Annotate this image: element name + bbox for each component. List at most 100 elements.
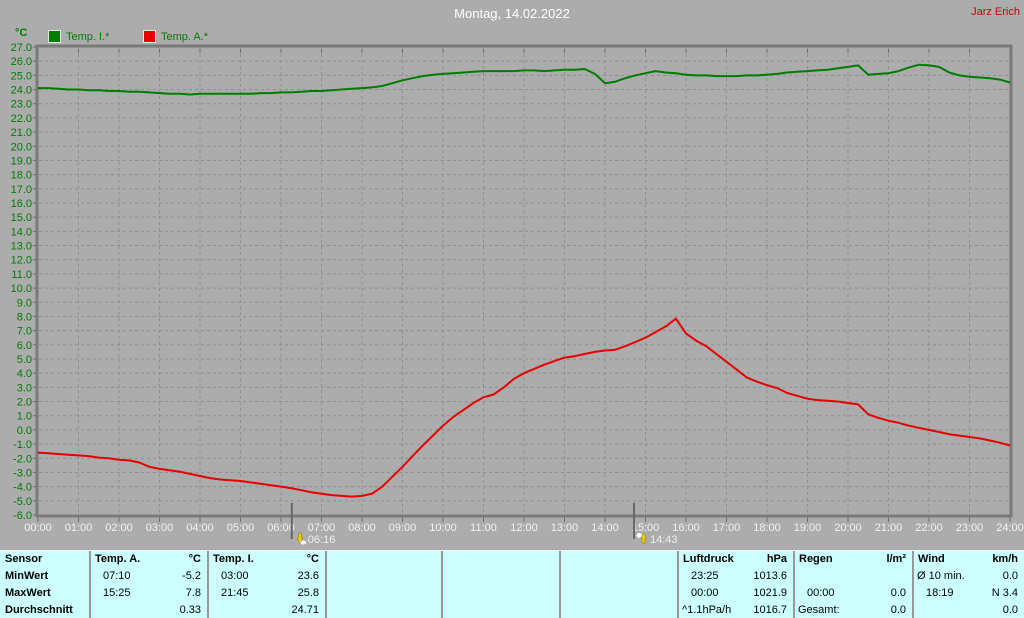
temperature-line-chart: -6.0 -5.0 -4.0 -3.0 -2.0 -1.0 0.0 1.0 2.0 3.0 4.0 5… [11, 42, 1024, 546]
y-tick-label: 8.0 [17, 311, 32, 323]
y-tick-label: -1.0 [13, 439, 32, 451]
y-tick-label: 15.0 [11, 212, 32, 224]
stat-cell-time: Ø 10 min. [917, 570, 965, 582]
x-tick-label: 02:00 [105, 522, 133, 534]
chart-grid [39, 48, 1009, 514]
x-tick-label: 15:00 [632, 522, 660, 534]
legend-item-temp-a: Temp. A.* [143, 30, 208, 43]
x-tick-label: 14:00 [591, 522, 619, 534]
y-tick-label: 4.0 [17, 368, 32, 380]
stat-column-unit: °C [188, 553, 201, 565]
table-column-divider [207, 551, 209, 618]
legend-label-temp-i: Temp. I.* [66, 30, 110, 43]
x-tick-label: 22:00 [915, 522, 943, 534]
x-tick-label: 09:00 [389, 522, 417, 534]
owner-name: Jarz Erich [971, 6, 1020, 18]
stat-cell-time: 15:25 [103, 587, 131, 599]
x-tick-label: 24:00 [996, 522, 1024, 534]
y-tick-label: 19.0 [11, 155, 32, 167]
x-tick-label: 00:00 [24, 522, 52, 534]
y-tick-label: 14.0 [11, 226, 32, 238]
y-tick-label: 12.0 [11, 255, 32, 267]
sunset-marker-icon [636, 532, 647, 544]
y-tick-label: 11.0 [11, 269, 32, 281]
x-tick-label: 01:00 [65, 522, 93, 534]
stat-cell-time: 18:19 [926, 587, 954, 599]
x-tick-label: 17:00 [713, 522, 741, 534]
y-tick-label: 17.0 [11, 184, 32, 196]
table-column-divider [912, 551, 914, 618]
stat-cell-value: 0.33 [179, 604, 201, 616]
y-tick-label: -5.0 [13, 496, 32, 508]
stat-cell-value: 23.6 [297, 570, 319, 582]
x-tick-label: 10:00 [429, 522, 457, 534]
y-tick-label: 20.0 [11, 141, 32, 153]
y-tick-label: 26.0 [11, 56, 32, 68]
sun-time-marker: 06:16 [290, 503, 336, 546]
y-axis-labels: -6.0 -5.0 -4.0 -3.0 -2.0 -1.0 0.0 1.0 2.0 3.0 4.0 5… [11, 42, 32, 522]
x-axis-labels: 00:00 01:00 02:00 03:00 04:00 05:00 06:00 07:00… [24, 522, 1024, 534]
y-tick-label: 27.0 [11, 42, 32, 54]
y-tick-label: 10.0 [11, 283, 32, 295]
table-column-divider [793, 551, 795, 618]
y-tick-label: -2.0 [13, 453, 32, 465]
x-tick-label: 08:00 [348, 522, 376, 534]
y-tick-label: 16.0 [11, 198, 32, 210]
stat-cell-time: ^1.1hPa/h [682, 604, 732, 616]
stat-cell-time: 07:10 [103, 570, 131, 582]
stat-cell-value: 0.0 [890, 587, 906, 599]
stat-column-header: Luftdruck [683, 553, 734, 565]
stat-row-label: Durchschnitt [5, 604, 73, 616]
stat-column-header: Temp. A. [95, 553, 141, 565]
stat-cell-time: 00:00 [691, 587, 719, 599]
stat-cell-value: N 3.4 [991, 587, 1018, 599]
axis-ticks [33, 46, 1011, 522]
sun-time-label: 06:16 [308, 534, 336, 546]
stat-cell-value: 25.8 [297, 587, 319, 599]
x-tick-label: 18:00 [753, 522, 781, 534]
y-tick-label: 7.0 [17, 326, 32, 338]
stat-cell-time: 23:25 [691, 570, 719, 582]
x-tick-label: 06:00 [267, 522, 295, 534]
stat-column-header: Temp. I. [213, 553, 254, 565]
x-tick-label: 13:00 [551, 522, 579, 534]
y-axis-unit-label: °C [15, 27, 28, 39]
table-column-divider [89, 551, 91, 618]
y-tick-label: 6.0 [17, 340, 32, 352]
stat-cell-time: 21:45 [221, 587, 249, 599]
y-tick-label: 3.0 [17, 382, 32, 394]
y-tick-label: -4.0 [13, 482, 32, 494]
x-tick-label: 11:00 [470, 522, 497, 534]
sun-time-label: 14:43 [650, 534, 678, 546]
x-tick-label: 23:00 [956, 522, 984, 534]
table-column-divider [441, 551, 443, 618]
y-tick-label: -6.0 [13, 510, 32, 522]
table-column-divider [325, 551, 327, 618]
stat-cell-value: 1013.6 [753, 570, 787, 582]
stat-column-unit: hPa [766, 553, 787, 565]
y-tick-label: 21.0 [11, 127, 32, 139]
stat-row-label: MaxWert [5, 587, 51, 599]
y-tick-label: 22.0 [11, 113, 32, 125]
y-tick-label: 9.0 [17, 297, 32, 309]
sun-time-marker: 14:43 [633, 503, 678, 546]
y-tick-label: 25.0 [11, 70, 32, 82]
stat-cell-value: 1021.9 [753, 587, 787, 599]
stat-cell-value: 1016.7 [753, 604, 787, 616]
table-column-divider [559, 551, 561, 618]
x-tick-label: 16:00 [672, 522, 700, 534]
sensor-statistics-table: Sensor MinWert MaxWert Durchschnitt Temp. A.… [0, 550, 1024, 618]
stat-cell-time: 00:00 [807, 587, 835, 599]
stat-column-unit: l/m² [886, 553, 906, 565]
stat-cell-value: 0.0 [1002, 604, 1018, 616]
stat-cell-value: -5.2 [182, 570, 201, 582]
x-tick-label: 03:00 [146, 522, 174, 534]
stat-cell-time: Gesamt: [798, 604, 840, 616]
series-line-temp-a [37, 317, 1011, 498]
temp-i-swatch-icon [48, 30, 61, 43]
y-tick-label: -3.0 [13, 467, 32, 479]
stat-column-unit: km/h [992, 553, 1018, 565]
y-tick-label: 24.0 [11, 85, 32, 97]
stat-cell-value: 7.8 [185, 587, 201, 599]
